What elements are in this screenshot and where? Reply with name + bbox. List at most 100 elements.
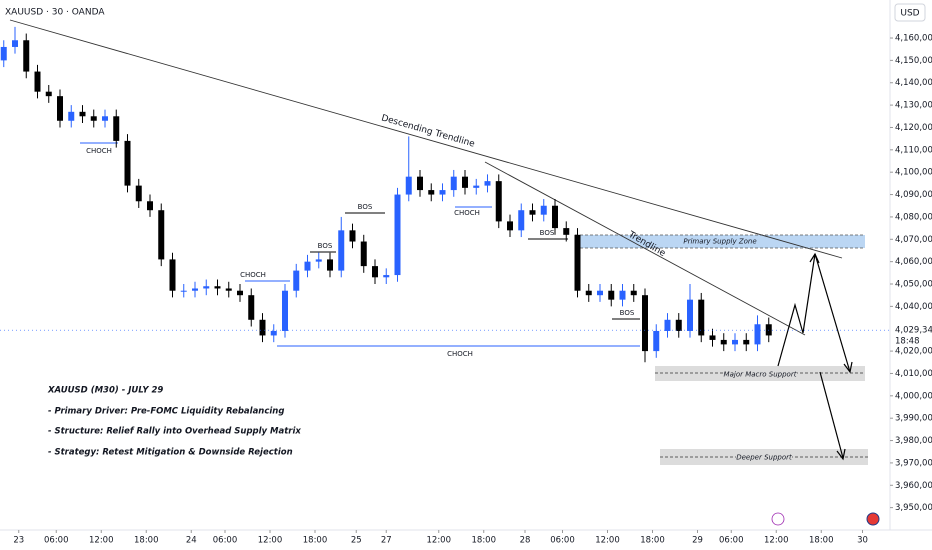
x-tick-label: 25	[351, 536, 362, 546]
y-tick-label: 3,990,000	[895, 414, 932, 424]
candle-body	[732, 339, 738, 345]
y-tick-label: 4,070,000	[895, 235, 932, 245]
candle-body	[529, 210, 536, 215]
arrow-head	[843, 361, 853, 374]
candle-body	[765, 324, 772, 336]
last-price-label: 4,029,340	[895, 326, 932, 336]
arrow-head	[836, 448, 846, 461]
x-tick-label: 18:00	[809, 536, 834, 546]
candle-body	[450, 176, 457, 191]
candle-body	[34, 71, 41, 92]
y-tick-label: 4,000,000	[895, 391, 932, 401]
y-tick-label: 3,970,000	[895, 458, 932, 468]
x-tick-label: 30	[857, 536, 868, 546]
y-tick-label: 3,980,000	[895, 436, 932, 446]
x-tick-label: 06:00	[213, 536, 238, 546]
currency-box[interactable]	[894, 3, 926, 22]
event-icon[interactable]	[866, 512, 880, 526]
last-price-box	[891, 324, 932, 347]
x-tick-label: 27	[381, 536, 392, 546]
candle-body	[12, 40, 18, 47]
candle-body	[743, 339, 750, 345]
y-tick-label: 4,010,000	[895, 369, 932, 379]
note-title: XAUUSD (M30) - JULY 29	[47, 386, 163, 396]
candle-body	[147, 201, 153, 211]
event-icon[interactable]	[771, 512, 785, 526]
note-line: - Primary Driver: Pre-FOMC Liquidity Reb…	[48, 407, 284, 417]
x-tick-label: 28	[520, 536, 531, 546]
x-tick-label: 24	[186, 536, 197, 546]
x-tick-label: 18:00	[640, 536, 665, 546]
candle-body	[102, 116, 108, 121]
candle-body	[327, 259, 333, 271]
note-line: - Structure: Relief Rally into Overhead …	[48, 427, 301, 437]
symbol-title: XAUUSD · 30 · OANDA	[5, 8, 105, 18]
zone-label: Primary Supply Zone	[683, 238, 756, 246]
candle-body	[225, 288, 232, 291]
x-tick-label: 12:00	[764, 536, 789, 546]
candle-body	[45, 91, 52, 97]
y-tick-label: 4,090,000	[895, 190, 932, 200]
y-tick-label: 4,050,000	[895, 280, 932, 290]
candle-body	[23, 40, 30, 72]
y-tick-label: 4,080,000	[895, 212, 932, 222]
arrow-head	[809, 252, 820, 264]
candle-body	[372, 266, 378, 278]
zone-label: Deeper Support	[736, 454, 792, 462]
candle-body	[383, 275, 390, 278]
candle-body	[540, 205, 547, 215]
currency: USD	[900, 9, 919, 19]
x-tick-label: 29	[692, 536, 703, 546]
candle-body	[304, 261, 311, 271]
candle-body	[349, 230, 356, 242]
candle-body	[642, 295, 648, 352]
x-tick-label: 12:00	[595, 536, 620, 546]
candle-body	[169, 259, 176, 291]
candle-body	[608, 290, 615, 300]
candle-body	[698, 299, 705, 336]
projection-path	[819, 371, 844, 459]
candle-body	[619, 290, 626, 300]
label-bg	[723, 369, 797, 379]
candle-body	[518, 210, 525, 231]
y-tick-label: 4,040,000	[895, 302, 932, 312]
bos-label: BOS	[318, 242, 333, 250]
x-tick-label: 18:00	[472, 536, 497, 546]
candle-body	[248, 295, 255, 320]
note-line: - Strategy: Retest Mitigation & Downside…	[48, 448, 293, 458]
candle-body	[664, 319, 671, 331]
y-tick-label: 4,110,000	[895, 145, 932, 155]
y-tick-label: 3,950,000	[895, 503, 932, 513]
choch-label: CHOCH	[240, 271, 266, 279]
candle-body	[597, 290, 603, 296]
candle-body	[214, 286, 221, 289]
price-axis-bg	[890, 0, 932, 550]
candle-body	[158, 210, 165, 260]
candle-body	[237, 290, 243, 296]
y-tick-label: 4,140,000	[895, 78, 932, 88]
trendline	[9, 19, 843, 259]
candle-body	[754, 324, 761, 345]
candle-body	[405, 176, 412, 195]
candle-body	[57, 96, 63, 121]
supply-zone	[575, 235, 865, 248]
candle-body	[574, 234, 581, 291]
candle-body	[259, 319, 266, 336]
x-tick-label: 12:00	[89, 536, 114, 546]
projection-path	[777, 253, 851, 373]
candle-body	[203, 286, 210, 289]
candle-body	[495, 181, 502, 222]
y-tick-label: 3,960,000	[895, 481, 932, 491]
candle-body	[90, 116, 97, 121]
countdown-label: 18:48	[895, 337, 920, 347]
y-tick-label: 4,120,000	[895, 123, 932, 133]
x-tick-label: 18:00	[134, 536, 159, 546]
y-tick-label: 4,060,000	[895, 257, 932, 267]
candle-body	[315, 259, 322, 262]
candle-body	[360, 241, 367, 267]
candle-body	[709, 335, 716, 340]
y-tick-label: 4,150,000	[895, 56, 932, 66]
candle-body	[439, 190, 446, 195]
candle-body	[462, 176, 468, 188]
